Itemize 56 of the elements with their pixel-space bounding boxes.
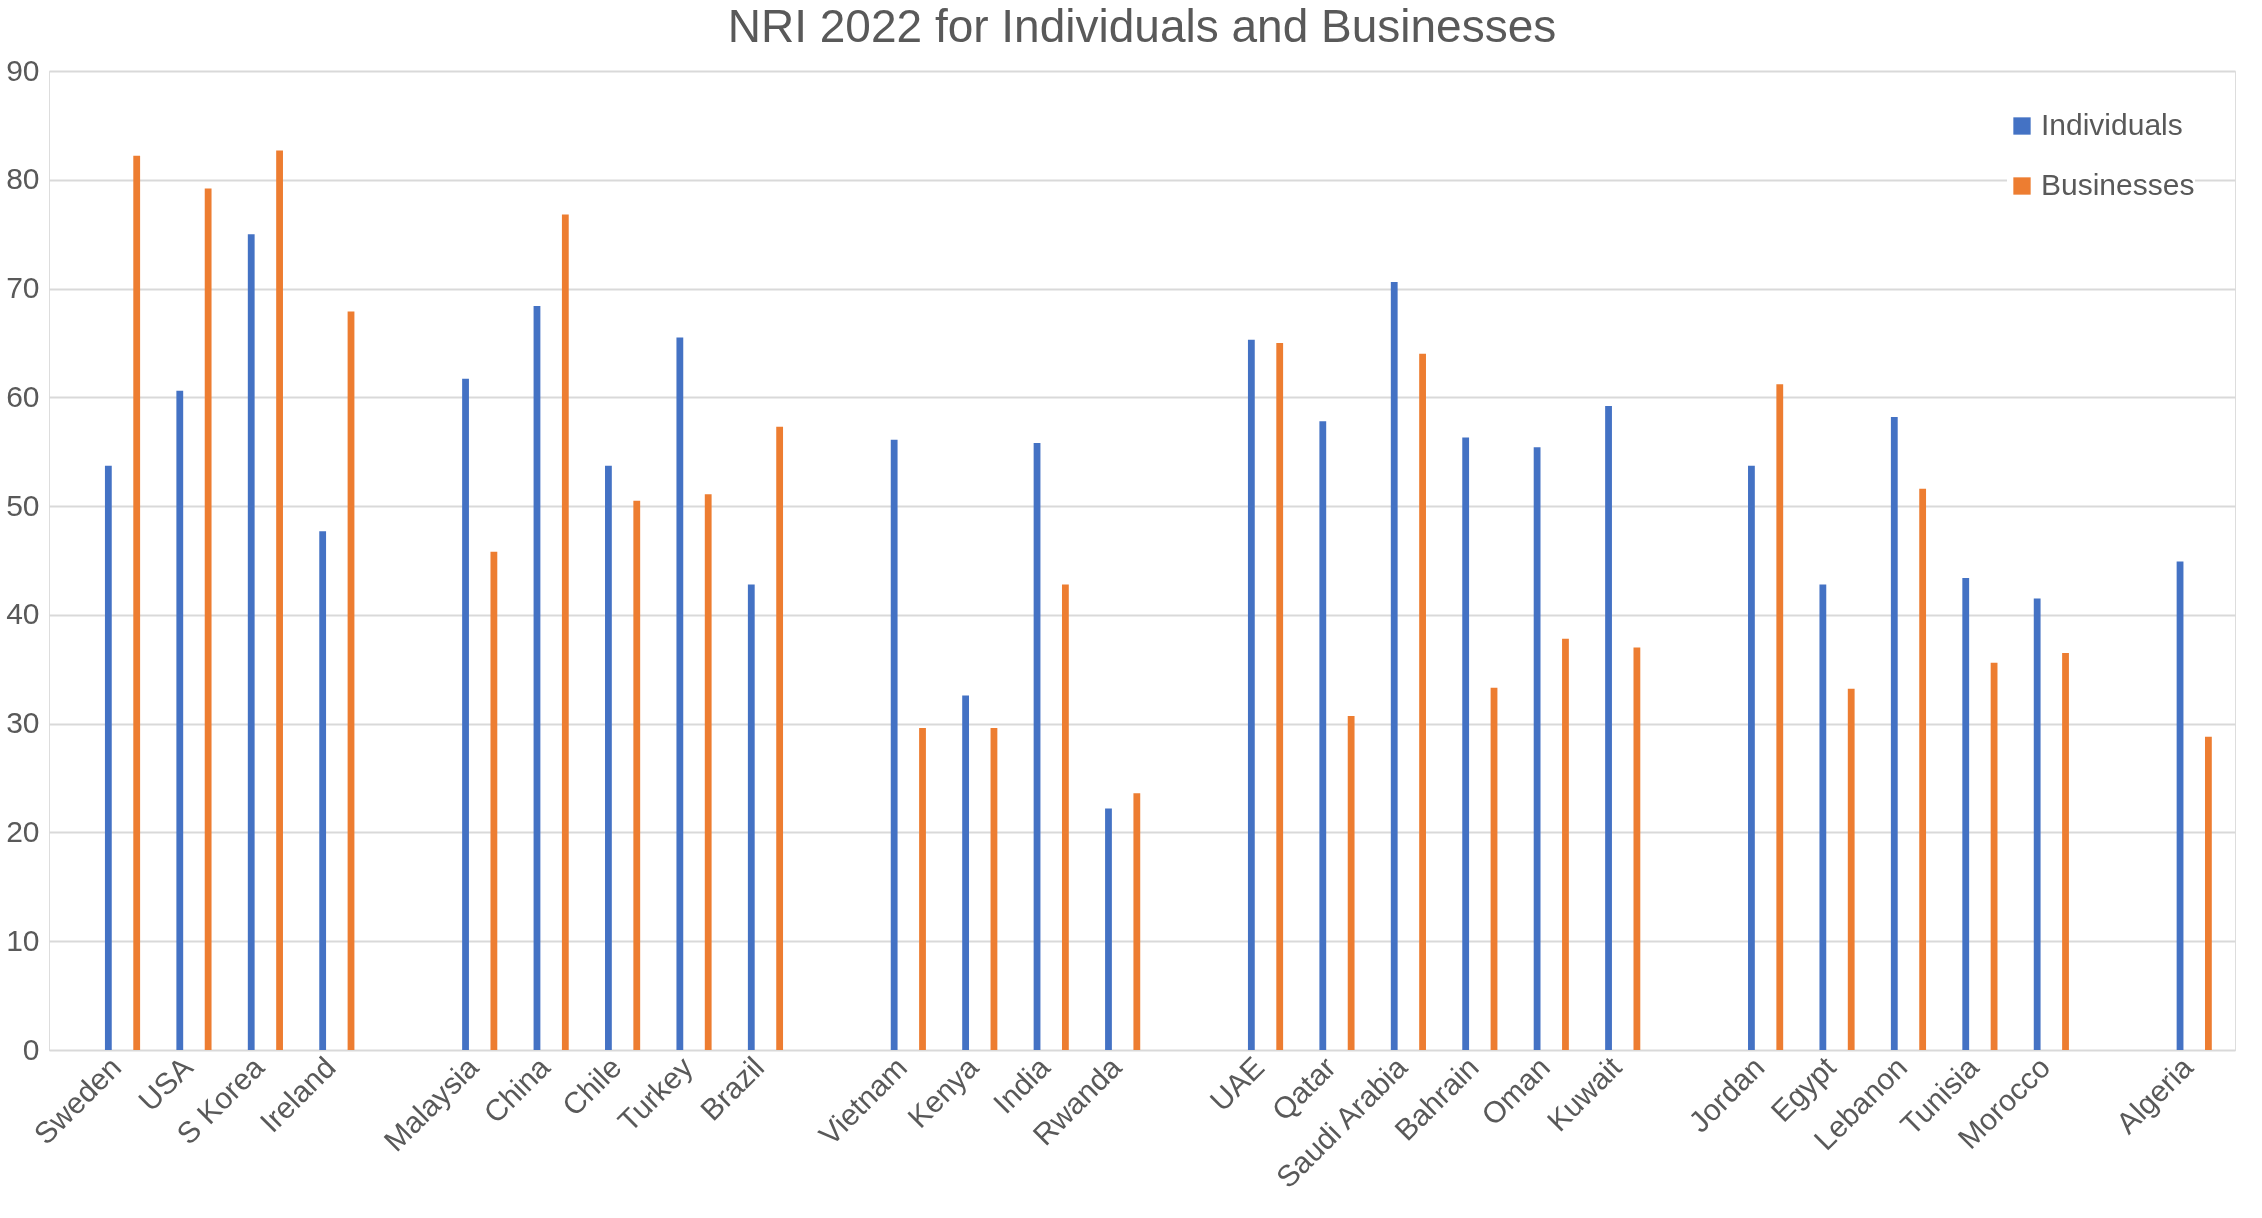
- bar: [1462, 437, 1470, 1050]
- y-tick-label: 0: [22, 1032, 40, 1066]
- bar: [204, 188, 212, 1050]
- bar: [1890, 416, 1898, 1050]
- bar: [462, 378, 469, 1050]
- y-tick-label: 50: [6, 488, 40, 522]
- bar: [1390, 282, 1398, 1050]
- bar: [704, 494, 712, 1050]
- bar: [747, 584, 755, 1050]
- bar: [1776, 384, 1784, 1050]
- y-tick-label: 70: [6, 271, 40, 305]
- bar: [1633, 647, 1641, 1050]
- bar: [1247, 339, 1255, 1050]
- bar: [1919, 488, 1927, 1050]
- bar: [1276, 342, 1284, 1050]
- bar: [1562, 638, 1569, 1050]
- bar: [247, 234, 255, 1050]
- bar: [319, 531, 327, 1050]
- bar: [104, 465, 112, 1050]
- bar: [1419, 353, 1426, 1050]
- y-tick-label: 40: [6, 597, 40, 631]
- bar: [1533, 447, 1541, 1050]
- bar: [1347, 716, 1355, 1050]
- bar: [1605, 406, 1612, 1050]
- bar: [919, 728, 926, 1050]
- legend-label: Businesses: [2041, 168, 2195, 201]
- bar: [276, 150, 283, 1050]
- y-tick-label: 20: [6, 814, 40, 848]
- bar: [1133, 793, 1141, 1050]
- bar: [490, 551, 498, 1050]
- bar: [962, 695, 970, 1050]
- chart-title: NRI 2022 for Individuals and Businesses: [727, 0, 1557, 52]
- bar: [633, 500, 641, 1050]
- bar: [561, 214, 569, 1050]
- y-tick-label: 80: [6, 162, 40, 196]
- bar: [1319, 421, 1327, 1050]
- bar: [2062, 652, 2069, 1050]
- bar: [1819, 584, 1827, 1050]
- legend-label: Individuals: [2041, 108, 2183, 141]
- bar: [1105, 808, 1112, 1050]
- y-tick-label: 90: [6, 53, 40, 87]
- y-tick-label: 10: [6, 923, 40, 957]
- y-tick-label: 30: [6, 706, 40, 740]
- bar: [2033, 598, 2041, 1050]
- bar: [1962, 577, 1970, 1050]
- bar: [605, 465, 612, 1050]
- bar: [2205, 736, 2212, 1050]
- y-tick-label: 60: [6, 379, 40, 413]
- bar: [1061, 584, 1069, 1050]
- bar: [1847, 688, 1855, 1050]
- bar: [890, 439, 898, 1050]
- bar: [776, 426, 784, 1050]
- bar: [676, 337, 684, 1050]
- bar: [176, 390, 184, 1050]
- bar: [1748, 465, 1755, 1050]
- bar: [133, 155, 141, 1050]
